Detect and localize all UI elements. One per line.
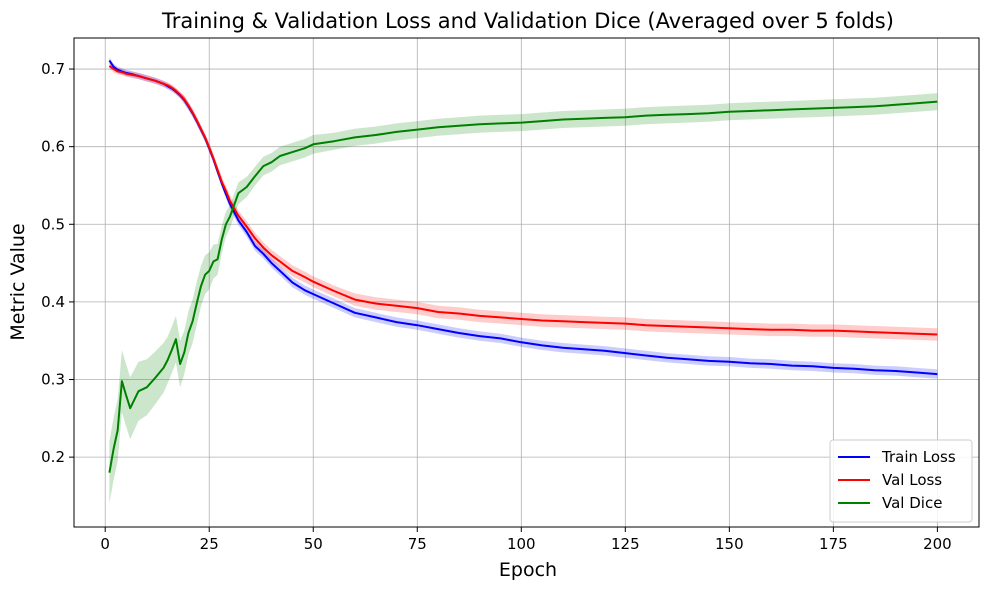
x-tick-label: 100 <box>507 535 536 553</box>
legend: Train Loss Val Loss Val Dice <box>829 439 973 523</box>
grid <box>74 38 979 527</box>
y-tick-label: 0.3 <box>41 371 65 389</box>
legend-label-val-loss: Val Loss <box>882 471 942 489</box>
x-tick-label: 200 <box>923 535 952 553</box>
plot-frame <box>73 37 980 528</box>
y-tick-label: 0.6 <box>41 138 65 156</box>
y-tick-label: 0.5 <box>41 215 65 233</box>
x-tick-label: 75 <box>408 535 427 553</box>
legend-label-train-loss: Train Loss <box>881 448 956 466</box>
train-loss-std-band <box>109 57 938 379</box>
x-axis-title: Epoch <box>499 559 557 581</box>
y-axis-title: Metric Value <box>7 223 29 340</box>
x-tick-label: 175 <box>819 535 848 553</box>
series-lines <box>108 59 938 473</box>
legend-label-val-dice: Val Dice <box>882 494 942 512</box>
std-bands <box>109 57 938 504</box>
val-dice-line <box>108 100 938 473</box>
y-tick-label: 0.4 <box>41 293 65 311</box>
axis-ticks: 0 25 50 75 100 125 150 175 200 0.2 0.3 0.4 0.5 0.6 0.7 <box>41 60 952 553</box>
y-tick-label: 0.7 <box>41 60 65 78</box>
x-tick-label: 125 <box>611 535 640 553</box>
x-tick-label: 0 <box>100 535 110 553</box>
x-tick-label: 150 <box>715 535 744 553</box>
x-tick-label: 25 <box>200 535 219 553</box>
y-tick-label: 0.2 <box>41 448 65 466</box>
val-loss-line <box>108 65 938 336</box>
legend-box <box>829 439 973 523</box>
chart-title: Training & Validation Loss and Validatio… <box>161 9 894 33</box>
x-tick-label: 50 <box>304 535 323 553</box>
